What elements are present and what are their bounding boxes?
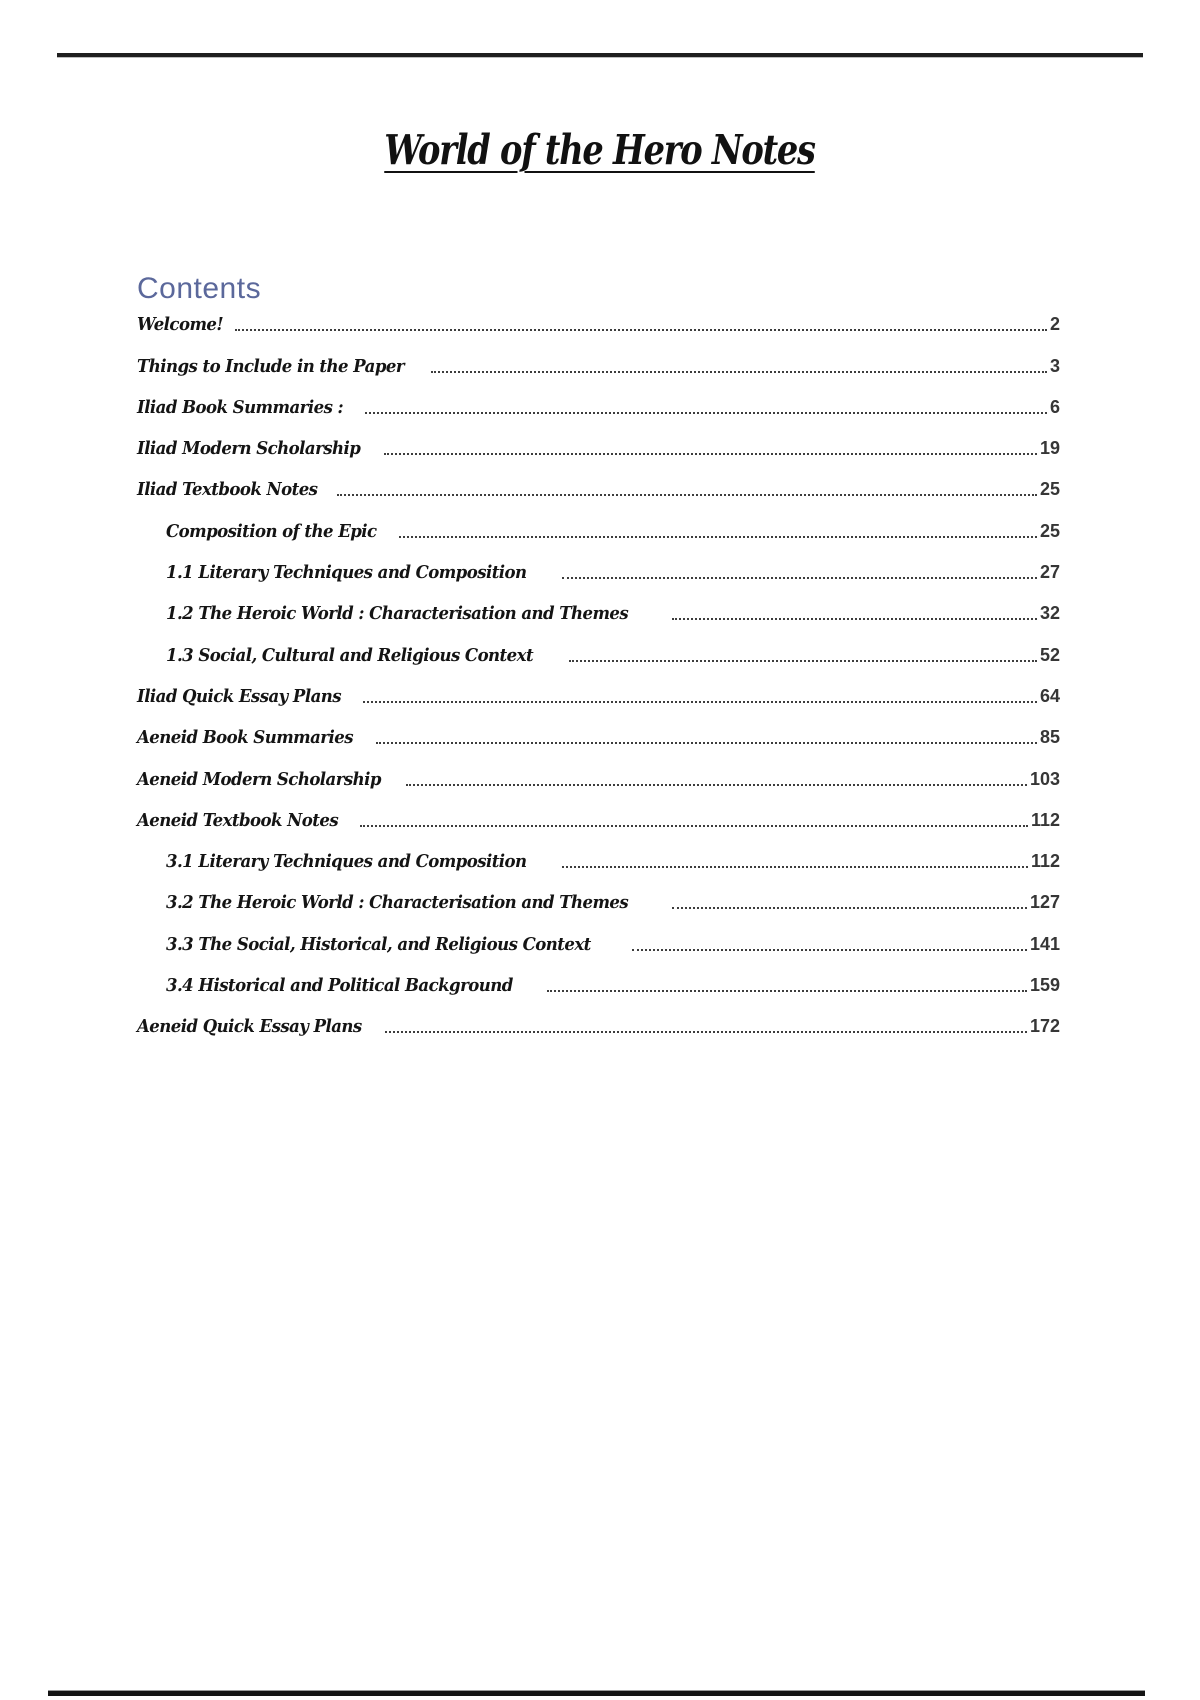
toc-entry-label: 3.4 Historical and Political Background (166, 975, 513, 997)
toc-entry-page: 172 (1029, 1016, 1060, 1037)
toc-entry-page: 103 (1029, 768, 1060, 789)
toc-leader-dots (359, 824, 1028, 827)
toc-entry[interactable]: Composition of the Epic 25 (137, 509, 1060, 550)
document-title-text: World of the Hero Notes (384, 126, 817, 174)
toc-leader-dots (431, 370, 1047, 373)
toc-entry-page: 64 (1039, 685, 1060, 706)
toc-entry[interactable]: Aeneid Quick Essay Plans 172 (137, 1005, 1060, 1046)
toc-entry-label: Iliad Book Summaries : (137, 396, 344, 418)
toc-entry-label: Iliad Textbook Notes (137, 479, 318, 501)
toc-entry-page: 19 (1039, 438, 1060, 459)
toc-entry[interactable]: 1.3 Social, Cultural and Religious Conte… (137, 633, 1060, 674)
toc-leader-dots (383, 453, 1037, 456)
toc-entry[interactable]: 3.4 Historical and Political Background … (137, 964, 1060, 1005)
toc-entry-label: Iliad Modern Scholarship (137, 438, 361, 460)
toc-entry[interactable]: Aeneid Textbook Notes 112 (137, 799, 1060, 840)
toc-leader-dots (568, 659, 1037, 662)
toc-entry[interactable]: Iliad Textbook Notes 25 (137, 468, 1060, 509)
toc-entry[interactable]: 1.2 The Heroic World : Characterisation … (137, 592, 1060, 633)
toc-entry-page: 159 (1029, 975, 1060, 996)
toc-entry[interactable]: Iliad Modern Scholarship 19 (137, 427, 1060, 468)
toc-leader-dots (375, 742, 1037, 745)
toc-entry-page: 25 (1039, 520, 1060, 541)
toc-leader-dots (365, 411, 1047, 414)
toc-entry[interactable]: Iliad Book Summaries : 6 (137, 386, 1060, 427)
toc-entry[interactable]: 3.2 The Heroic World : Characterisation … (137, 881, 1060, 922)
toc-entry-page: 127 (1029, 892, 1060, 913)
toc-entry-label: Welcome! (137, 314, 224, 336)
toc-entry-label: 3.1 Literary Techniques and Composition (166, 851, 527, 873)
toc-entry-page: 3 (1049, 355, 1060, 376)
toc-entry-page: 25 (1039, 479, 1060, 500)
toc-entry-label: Aeneid Quick Essay Plans (137, 1016, 362, 1038)
toc-entry-page: 2 (1049, 314, 1060, 335)
toc-entry-page: 85 (1039, 727, 1060, 748)
table-of-contents: Welcome! 2 Things to Include in the Pape… (137, 303, 1060, 1046)
toc-leader-dots (337, 494, 1037, 497)
toc-leader-dots (561, 577, 1037, 580)
toc-entry-label: 1.3 Social, Cultural and Religious Conte… (166, 644, 534, 666)
toc-entry-label: Aeneid Modern Scholarship (137, 768, 381, 790)
toc-entry-page: 112 (1030, 851, 1060, 872)
toc-entry[interactable]: Aeneid Book Summaries 85 (137, 716, 1060, 757)
toc-leader-dots (362, 700, 1037, 703)
toc-entry-label: Aeneid Book Summaries (137, 727, 354, 749)
header-rule (57, 53, 1143, 57)
toc-entry-page: 52 (1039, 644, 1060, 665)
toc-entry-label: Iliad Quick Essay Plans (137, 685, 342, 707)
toc-entry-page: 27 (1039, 562, 1060, 583)
toc-entry-label: 1.1 Literary Techniques and Composition (166, 562, 527, 584)
toc-entry[interactable]: 3.3 The Social, Historical, and Religiou… (137, 922, 1060, 963)
toc-entry-label: Things to Include in the Paper (137, 355, 405, 377)
toc-leader-dots (546, 990, 1027, 993)
toc-leader-dots (672, 618, 1037, 621)
toc-leader-dots (385, 1031, 1027, 1034)
toc-leader-dots (561, 866, 1028, 869)
footer-rule (48, 1691, 1145, 1696)
toc-leader-dots (406, 783, 1027, 786)
toc-entry-label: 1.2 The Heroic World : Characterisation … (166, 603, 629, 625)
toc-entry-page: 6 (1049, 396, 1060, 417)
toc-entry-label: Aeneid Textbook Notes (137, 809, 339, 831)
toc-entry[interactable]: 1.1 Literary Techniques and Composition … (137, 551, 1060, 592)
toc-entry-label: 3.2 The Heroic World : Characterisation … (166, 892, 629, 914)
toc-entry-label: 3.3 The Social, Historical, and Religiou… (166, 933, 591, 955)
toc-entry[interactable]: Things to Include in the Paper 3 (137, 344, 1060, 385)
toc-leader-dots (672, 907, 1027, 910)
toc-entry[interactable]: Welcome! 2 (137, 303, 1060, 344)
toc-entry-page: 112 (1030, 809, 1060, 830)
toc-leader-dots (631, 948, 1027, 951)
contents-heading: Contents (137, 272, 262, 305)
toc-leader-dots (398, 535, 1037, 538)
toc-entry[interactable]: Aeneid Modern Scholarship 103 (137, 757, 1060, 798)
toc-entry[interactable]: 3.1 Literary Techniques and Composition … (137, 840, 1060, 881)
toc-entry-page: 32 (1039, 603, 1060, 624)
document-title: World of the Hero Notes (0, 126, 1200, 174)
toc-entry-page: 141 (1029, 933, 1060, 954)
toc-entry[interactable]: Iliad Quick Essay Plans 64 (137, 675, 1060, 716)
toc-leader-dots (234, 329, 1047, 332)
toc-entry-label: Composition of the Epic (166, 520, 377, 542)
